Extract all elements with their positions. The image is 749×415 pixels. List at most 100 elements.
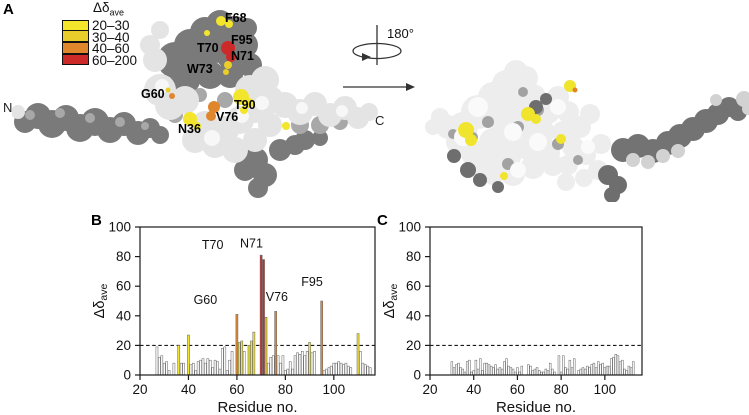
bar-residue-60 [516,367,519,376]
bar-residue-66 [529,365,532,376]
y-tick-label: 60 [406,279,421,294]
bar-residue-78 [279,362,282,376]
surface-highlights [155,79,348,146]
panel-c-label: C [377,212,388,229]
bar-residue-106 [616,355,620,376]
bar-residue-76 [551,368,554,376]
gold-patches [165,61,232,93]
bar-residue-47 [204,362,207,376]
legend-range: 30–40 [92,29,130,45]
n-terminus-label: N [3,100,13,115]
x-tick-label: 40 [466,382,481,397]
legend-entry: 30–40 [62,29,137,45]
bar-residue-74 [546,370,550,376]
bar-residue-79 [281,355,285,376]
bar-residue-86 [573,358,576,376]
bar-residue-29 [160,355,164,376]
bar-residue-98 [599,364,602,376]
bar-residue-43 [194,370,198,376]
bar-residue-65 [247,345,251,376]
bar-residue-99 [330,365,333,376]
bar-annotation-f95: F95 [301,275,323,289]
bar-annotation-t70: T70 [202,238,224,252]
bar-residue-101 [605,365,609,376]
bar-residue-45 [483,362,486,376]
bar-residue-75 [549,362,552,376]
x-axis-label: Residue no. [496,399,576,415]
bar-residue-54 [503,361,506,376]
bar-residue-92 [586,365,589,376]
bar-residue-88 [577,370,580,376]
bar-residue-67 [252,331,256,376]
bar-residue-98 [327,367,331,376]
tail-highlights [626,91,749,169]
bar-residue-44 [196,361,200,376]
bar-residue-32 [167,370,171,376]
bar-residue-43 [479,358,482,376]
bar-residue-113 [364,364,367,376]
bar-residue-99 [601,362,604,376]
bar-annotation-v76: V76 [266,290,288,304]
bar-residue-55 [223,346,227,376]
bar-residue-91 [310,352,314,376]
bar-residue-104 [612,356,615,376]
y-axis-label: Δδave [382,283,400,318]
bar-residue-81 [286,368,290,376]
bar-residue-95 [320,300,324,376]
y-axis-label: Δδave [92,283,110,318]
rotation-indicator: 180° [343,25,415,91]
orange-speck [572,87,578,93]
bar-residue-107 [618,361,622,376]
residue-label-f68: F68 [225,11,247,25]
bar-residue-65 [527,364,530,376]
bar-residue-88 [303,355,307,376]
bar-residue-46 [485,362,489,376]
bar-residue-66 [250,340,253,376]
bar-residue-56 [225,370,229,376]
bar-residue-50 [494,364,497,376]
bar-residue-63 [242,351,246,376]
panel-a-label: A [3,1,14,18]
bar-residue-45 [199,359,202,376]
bar-residue-42 [191,362,195,376]
bar-residue-92 [313,351,316,376]
bar-residue-53 [500,368,504,376]
bar-residue-28 [158,356,161,376]
bar-residue-112 [361,362,365,376]
yellow-patches [183,16,290,130]
legend-range: 20–30 [92,17,130,33]
y-tick-label: 0 [413,368,421,383]
bar-residue-101 [334,362,338,376]
bar-residue-34 [172,362,176,376]
bar-residue-30 [450,361,454,376]
bar-residue-76 [274,311,277,376]
bar-residue-107 [349,367,353,376]
orange-patches [169,93,220,121]
bar-residue-68 [533,368,537,376]
x-tick-label: 80 [554,382,569,397]
x-tick-label: 100 [323,382,346,397]
bar-residue-105 [344,362,348,376]
bar-residue-56 [507,365,510,376]
bar-residue-33 [457,362,460,376]
legend-title: Δδave [93,0,125,18]
bar-residue-102 [608,365,611,376]
bar-residue-73 [267,362,270,376]
bar-residue-80 [284,370,287,376]
bar-residue-47 [487,364,491,376]
bar-residue-86 [298,354,302,376]
bar-residue-111 [627,365,631,376]
bar-residue-84 [293,355,297,376]
x-tick-label: 20 [422,382,437,397]
bar-residue-54 [221,348,224,376]
bar-residue-96 [594,367,598,376]
bar-residue-106 [347,365,350,376]
bar-residue-38 [182,362,185,376]
bar-residue-69 [535,367,539,376]
bar-residue-82 [288,361,292,376]
bar-residue-42 [476,368,480,376]
y-tick-label: 60 [116,279,131,294]
bar-residue-111 [359,351,362,376]
